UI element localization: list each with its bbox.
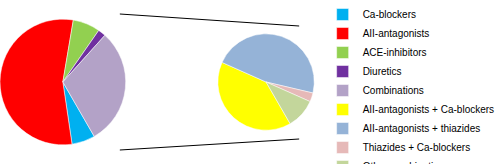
svg-text:AII-antagonists: AII-antagonists — [363, 28, 430, 39]
svg-text:ACE-inhibitors: ACE-inhibitors — [363, 47, 427, 58]
svg-text:AII-antagonists + Ca-blockers: AII-antagonists + Ca-blockers — [363, 104, 494, 115]
svg-text:Thiazides + Ca-blockers: Thiazides + Ca-blockers — [363, 142, 471, 153]
svg-text:Diuretics: Diuretics — [363, 66, 402, 77]
svg-text:Ca-blockers: Ca-blockers — [363, 9, 416, 20]
svg-text:Other combinations: Other combinations — [363, 161, 450, 164]
svg-text:Combinations: Combinations — [363, 85, 424, 96]
svg-text:AII-antagonists + thiazides: AII-antagonists + thiazides — [363, 123, 481, 134]
